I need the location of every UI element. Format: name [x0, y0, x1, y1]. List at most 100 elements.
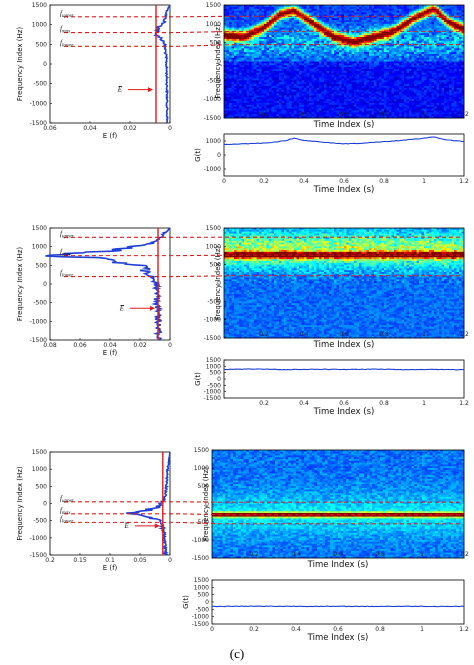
spectrogram-cell [224, 12, 227, 15]
spectrogram-cell [449, 8, 452, 12]
spectrogram-cell [414, 5, 417, 8]
spectrogram-cell [276, 31, 280, 34]
spectrogram-cell [426, 6, 430, 10]
spectrogram-cell [261, 16, 265, 19]
spectrogram-cell [461, 12, 465, 15]
spectrogram-cell [324, 16, 327, 19]
spectrogram-cell [239, 6, 242, 10]
spectrogram-cell [249, 27, 252, 30]
spectrogram-cell [329, 6, 332, 10]
spectrogram-cell [234, 27, 237, 30]
spectrogram-cell [376, 29, 380, 32]
spectrogram-cell [309, 31, 312, 34]
spectrogram-cell [296, 23, 300, 27]
spectrogram-cell [409, 27, 412, 30]
spectrogram-cell [401, 12, 405, 15]
spectrogram-cell [454, 6, 457, 10]
spectrogram-cell [384, 14, 387, 17]
spectrogram-cell [286, 6, 290, 10]
spectrogram-cell [229, 6, 232, 10]
spectrogram-cell [241, 12, 245, 15]
spectrogram-cell [289, 27, 292, 30]
spectrogram-cell [259, 18, 262, 21]
spectrogram-cell [266, 16, 270, 19]
spectrogram-cell [456, 20, 460, 23]
panel-a-spectrum-ytick-label: 0 [43, 61, 47, 68]
spectrogram-cell [434, 14, 437, 17]
spectrogram-cell [429, 6, 432, 10]
spectrogram-cell [316, 20, 320, 23]
spectrogram-cell [421, 6, 425, 10]
spectrogram-cell [301, 31, 305, 34]
spectrogram-cell [231, 12, 235, 15]
panel-a-spectrum-ylabel: Frequency Index (Hz) [16, 27, 24, 102]
spectrogram-cell [449, 14, 452, 17]
spectrogram-cell [286, 10, 290, 13]
spectrogram-cell [424, 29, 427, 32]
spectrogram-cell [356, 8, 360, 12]
spectrogram-cell [261, 31, 265, 34]
spectrogram-cell [236, 31, 240, 34]
spectrogram-cell [306, 29, 310, 32]
spectrogram-cell [411, 6, 415, 10]
spectrogram-cell [306, 16, 310, 19]
spectrogram-cell [331, 29, 335, 32]
spectrogram-cell [446, 25, 450, 28]
spectrogram-cell [436, 20, 440, 23]
spectrogram-cell [384, 23, 387, 27]
spectrogram-cell [399, 25, 402, 28]
spectrogram-cell [234, 25, 237, 28]
spectrogram-cell [404, 23, 407, 27]
spectrogram-cell [444, 23, 447, 27]
spectrogram-cell [326, 10, 330, 13]
spectrogram-cell [239, 10, 242, 13]
spectrogram-cell [276, 16, 280, 19]
spectrogram-cell [264, 16, 267, 19]
spectrogram-cell [356, 14, 360, 17]
spectrogram-cell [419, 6, 422, 10]
spectrogram-cell [274, 5, 277, 8]
spectrogram-cell [396, 27, 400, 30]
spectrogram-cell [419, 12, 422, 15]
spectrogram-cell [339, 20, 342, 23]
spectrogram-cell [419, 21, 422, 25]
spectrogram-cell [436, 10, 440, 13]
spectrogram-cell [439, 23, 442, 27]
spectrogram-cell [239, 21, 242, 25]
spectrogram-cell [326, 5, 330, 8]
spectrogram-cell [446, 6, 450, 10]
spectrogram-cell [231, 10, 235, 13]
spectrogram-cell [331, 31, 335, 34]
spectrogram-cell [351, 31, 355, 34]
spectrogram-cell [341, 20, 345, 23]
spectrogram-cell [401, 21, 405, 25]
spectrogram-cell [289, 5, 292, 8]
spectrogram-cell [446, 29, 450, 32]
spectrogram-cell [319, 18, 322, 21]
spectrogram-cell [431, 27, 435, 30]
spectrogram-cell [399, 5, 402, 8]
spectrogram-cell [324, 18, 327, 21]
spectrogram-cell [324, 14, 327, 17]
spectrogram-cell [451, 18, 455, 21]
spectrogram-cell [261, 25, 265, 28]
spectrogram-cell [284, 12, 287, 15]
spectrogram-cell [401, 27, 405, 30]
spectrogram-cell [346, 31, 350, 34]
spectrogram-cell [226, 18, 230, 21]
spectrogram-cell [329, 29, 332, 32]
spectrogram-cell [351, 16, 355, 19]
spectrogram-cell [444, 25, 447, 28]
spectrogram-cell [374, 18, 377, 21]
spectrogram-cell [281, 20, 285, 23]
spectrogram-cell [229, 18, 232, 21]
spectrogram-cell [334, 8, 337, 12]
spectrogram-cell [369, 14, 372, 17]
spectrogram-cell [266, 27, 270, 30]
spectrogram-cell [244, 14, 247, 17]
spectrogram-cell [376, 27, 380, 30]
spectrogram-cell [261, 23, 265, 27]
spectrogram-cell [256, 29, 260, 32]
spectrogram-cell [234, 20, 237, 23]
spectrogram-cell [324, 23, 327, 27]
